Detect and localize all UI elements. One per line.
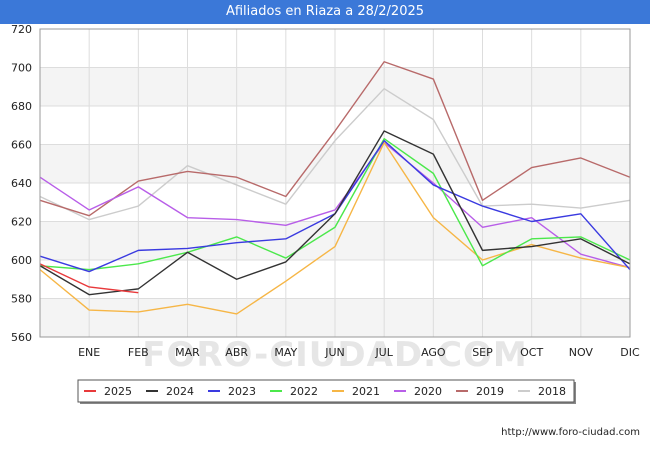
series-line-2024 — [39, 130, 631, 296]
y-tick-label: 620 — [11, 216, 32, 229]
legend-label-2022: 2022 — [290, 385, 318, 398]
y-tick-label: 660 — [11, 139, 32, 152]
legend: 2025 2024 2023 2022 2021 2020 2019 2018 — [77, 379, 576, 404]
x-tick-label: MAR — [175, 346, 200, 359]
series-line-2018 — [39, 87, 631, 221]
x-tick-label: DIC — [620, 346, 640, 359]
x-tick-label: MAY — [274, 346, 297, 359]
y-tick-label: 580 — [11, 293, 32, 306]
x-tick-label: JUL — [374, 346, 393, 359]
footer-url: http://www.foro-ciudad.com — [501, 427, 640, 438]
series-line-2021 — [39, 141, 631, 315]
title-bar — [0, 0, 650, 24]
legend-box — [77, 379, 575, 403]
series-line-2020 — [39, 141, 631, 269]
y-tick-label: 560 — [11, 331, 32, 344]
y-tick-label: 720 — [11, 23, 32, 36]
legend-label-2023: 2023 — [228, 385, 256, 398]
legend-label-2019: 2019 — [476, 385, 504, 398]
legend-label-2020: 2020 — [414, 385, 442, 398]
series-line-2019 — [39, 61, 631, 217]
watermark: FORO-CIUDAD.COM — [142, 335, 528, 375]
y-tick-label: 700 — [11, 62, 32, 75]
x-tick-label: FEB — [128, 346, 149, 359]
chart-title: Afiliados en Riaza a 28/2/2025 — [225, 4, 425, 19]
x-tick-label: ABR — [225, 346, 248, 359]
x-tick-label: OCT — [520, 346, 543, 359]
legend-label-2021: 2021 — [352, 385, 380, 398]
legend-label-2018: 2018 — [538, 385, 566, 398]
legend-label-2024: 2024 — [166, 385, 194, 398]
legend-label-2025: 2025 — [104, 385, 132, 398]
y-tick-label: 680 — [11, 100, 32, 113]
axes: 560 580 600 620 640 660 680 700 720 ENE FEB MAR ABR M… — [11, 23, 640, 359]
x-tick-label: SEP — [472, 346, 493, 359]
x-tick-label: ENE — [78, 346, 100, 359]
x-tick-label: AGO — [421, 346, 446, 359]
grid — [39, 28, 631, 338]
y-tick-label: 640 — [11, 177, 32, 190]
series-lines — [39, 61, 631, 315]
series-line-2022 — [39, 138, 631, 271]
series-line-2025 — [39, 263, 139, 294]
y-tick-label: 600 — [11, 254, 32, 267]
plot-border — [39, 28, 631, 338]
x-tick-label: NOV — [569, 346, 594, 359]
x-tick-label: JUN — [324, 346, 345, 359]
